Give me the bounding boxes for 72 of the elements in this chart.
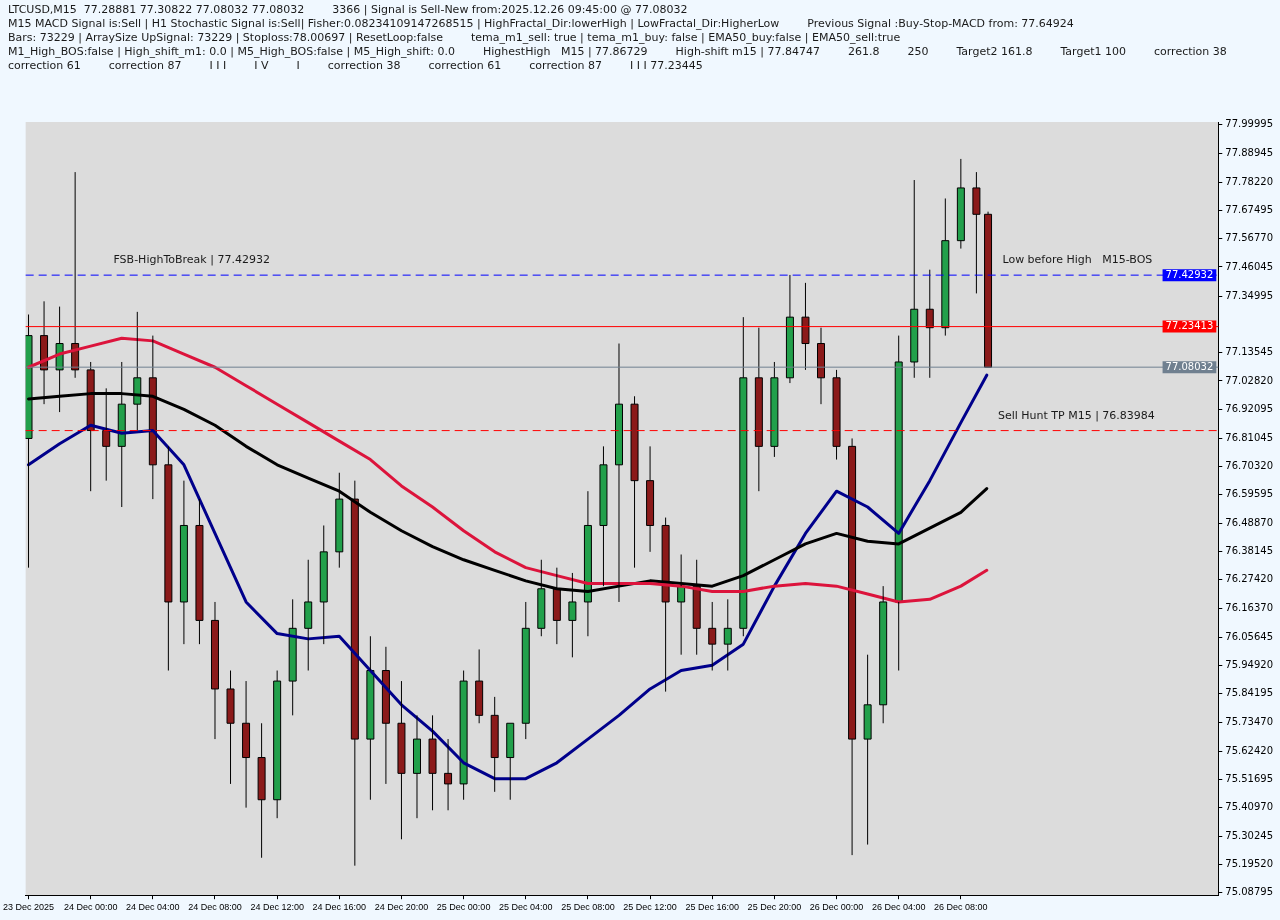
y-tick-label: 77.88945 bbox=[1225, 147, 1273, 159]
text: tema_m1_sell: true | tema_m1_buy: false | EMA50_buy:false | EMA50_sell:true bbox=[470, 30, 901, 44]
x-tick-label: 25 Dec 00:00 bbox=[436, 902, 491, 913]
x-tick-label: 26 Dec 04:00 bbox=[871, 902, 926, 913]
text: correction 38 bbox=[1154, 44, 1227, 58]
text: M1_High_BOS:false | High_shift_m1: 0.0 | M5_High_BOS:false | M5_High_shift: 0.0 bbox=[8, 44, 456, 58]
x-tick-label: 25 Dec 20:00 bbox=[747, 902, 802, 913]
y-tick-label: 77.99995 bbox=[1225, 118, 1273, 130]
text: Target2 161.8 bbox=[955, 44, 1033, 58]
text: correction 38 bbox=[327, 58, 401, 72]
text: I I I 77.23445 bbox=[630, 58, 703, 72]
x-tick-label: 23 Dec 2025 bbox=[3, 902, 55, 913]
y-tick-label: 75.51695 bbox=[1225, 773, 1273, 785]
y-tick-label: 76.16370 bbox=[1225, 602, 1273, 614]
annotation: FSB-HighToBreak | 77.42932 bbox=[113, 253, 270, 267]
ref-line-label: 77.08032 bbox=[1165, 360, 1214, 372]
x-tick-label: 25 Dec 16:00 bbox=[685, 902, 740, 913]
text: I I I bbox=[209, 58, 227, 72]
text: M15 MACD Signal is:Sell | H1 Stochastic Signal is:Sell| Fisher:0.08234109147268515 | HighFractal_Dir:lowerHigh | LowFractal_Dir:HigherLow bbox=[8, 16, 780, 30]
x-tick-label: 25 Dec 12:00 bbox=[623, 902, 677, 913]
x-tick-label: 25 Dec 04:00 bbox=[498, 902, 553, 913]
x-tick-label: 24 Dec 12:00 bbox=[250, 902, 304, 913]
y-tick-label: 75.19520 bbox=[1225, 857, 1273, 869]
y-tick-label: 75.73470 bbox=[1225, 715, 1273, 727]
y-tick-label: 77.67495 bbox=[1225, 203, 1273, 215]
text: correction 61 bbox=[8, 58, 81, 72]
y-tick-label: 77.46045 bbox=[1225, 260, 1273, 272]
text: Bars: 73229 | ArraySize UpSignal: 73229 | Stoploss:78.00697 | ResetLoop:false bbox=[8, 30, 444, 44]
y-tick-label: 76.27420 bbox=[1225, 573, 1273, 585]
text: High-shift m15 | 77.84747 bbox=[675, 44, 820, 58]
y-tick-label: 76.38145 bbox=[1225, 545, 1273, 557]
y-tick-label: 77.02820 bbox=[1225, 374, 1273, 386]
y-tick-label: 75.40970 bbox=[1225, 801, 1273, 813]
annotation: Sell Hunt TP M15 | 76.83984 bbox=[997, 408, 1155, 422]
y-tick-label: 76.59595 bbox=[1225, 488, 1273, 500]
y-tick-label: 77.56770 bbox=[1225, 232, 1273, 244]
annotation: Low before High M15-BOS bbox=[1002, 253, 1153, 267]
y-tick-label: 76.48870 bbox=[1225, 516, 1273, 528]
x-tick-label: 24 Dec 04:00 bbox=[126, 902, 180, 913]
text: correction 87 bbox=[108, 58, 182, 72]
y-tick-label: 75.08795 bbox=[1225, 886, 1273, 898]
text: correction 87 bbox=[529, 58, 603, 72]
text: I bbox=[296, 58, 300, 72]
x-tick-label: 25 Dec 08:00 bbox=[561, 902, 615, 913]
y-tick-label: 75.94920 bbox=[1225, 659, 1273, 671]
ref-line-label: 77.42932 bbox=[1165, 268, 1214, 280]
x-tick-label: 24 Dec 20:00 bbox=[374, 902, 429, 913]
x-tick-label: 24 Dec 16:00 bbox=[312, 902, 367, 913]
y-tick-label: 76.92095 bbox=[1225, 402, 1273, 414]
x-tick-label: 26 Dec 08:00 bbox=[934, 902, 988, 913]
y-tick-label: 76.70320 bbox=[1225, 460, 1273, 472]
text: LTCUSD,M15 77.28881 77.30822 77.08032 77.08032 bbox=[8, 2, 305, 16]
text: 3366 | Signal is Sell-New from:2025.12.26 09:45:00 @ 77.08032 bbox=[332, 2, 688, 16]
text: Previous Signal :Buy-Stop-MACD from: 77.64924 bbox=[807, 16, 1074, 30]
text: Target1 100 bbox=[1059, 44, 1127, 58]
y-tick-label: 77.78220 bbox=[1225, 175, 1273, 187]
text: I V bbox=[254, 58, 269, 72]
y-tick-label: 75.62420 bbox=[1225, 744, 1273, 756]
x-tick-label: 24 Dec 08:00 bbox=[188, 902, 242, 913]
y-tick-label: 76.05645 bbox=[1225, 630, 1273, 642]
text: 261.8 bbox=[847, 44, 880, 58]
text: 250 bbox=[907, 44, 929, 58]
text: correction 61 bbox=[428, 58, 502, 72]
y-tick-label: 75.84195 bbox=[1225, 687, 1273, 699]
x-tick-label: 26 Dec 00:00 bbox=[809, 902, 864, 913]
y-tick-label: 76.81045 bbox=[1225, 431, 1273, 443]
y-tick-label: 77.34995 bbox=[1225, 289, 1273, 301]
text: HighestHigh M15 | 77.86729 bbox=[483, 44, 648, 58]
x-tick-label: 24 Dec 00:00 bbox=[63, 902, 118, 913]
ref-line-label: 77.23413 bbox=[1165, 320, 1214, 332]
y-tick-label: 77.13545 bbox=[1225, 346, 1273, 358]
y-tick-label: 75.30245 bbox=[1225, 829, 1273, 841]
